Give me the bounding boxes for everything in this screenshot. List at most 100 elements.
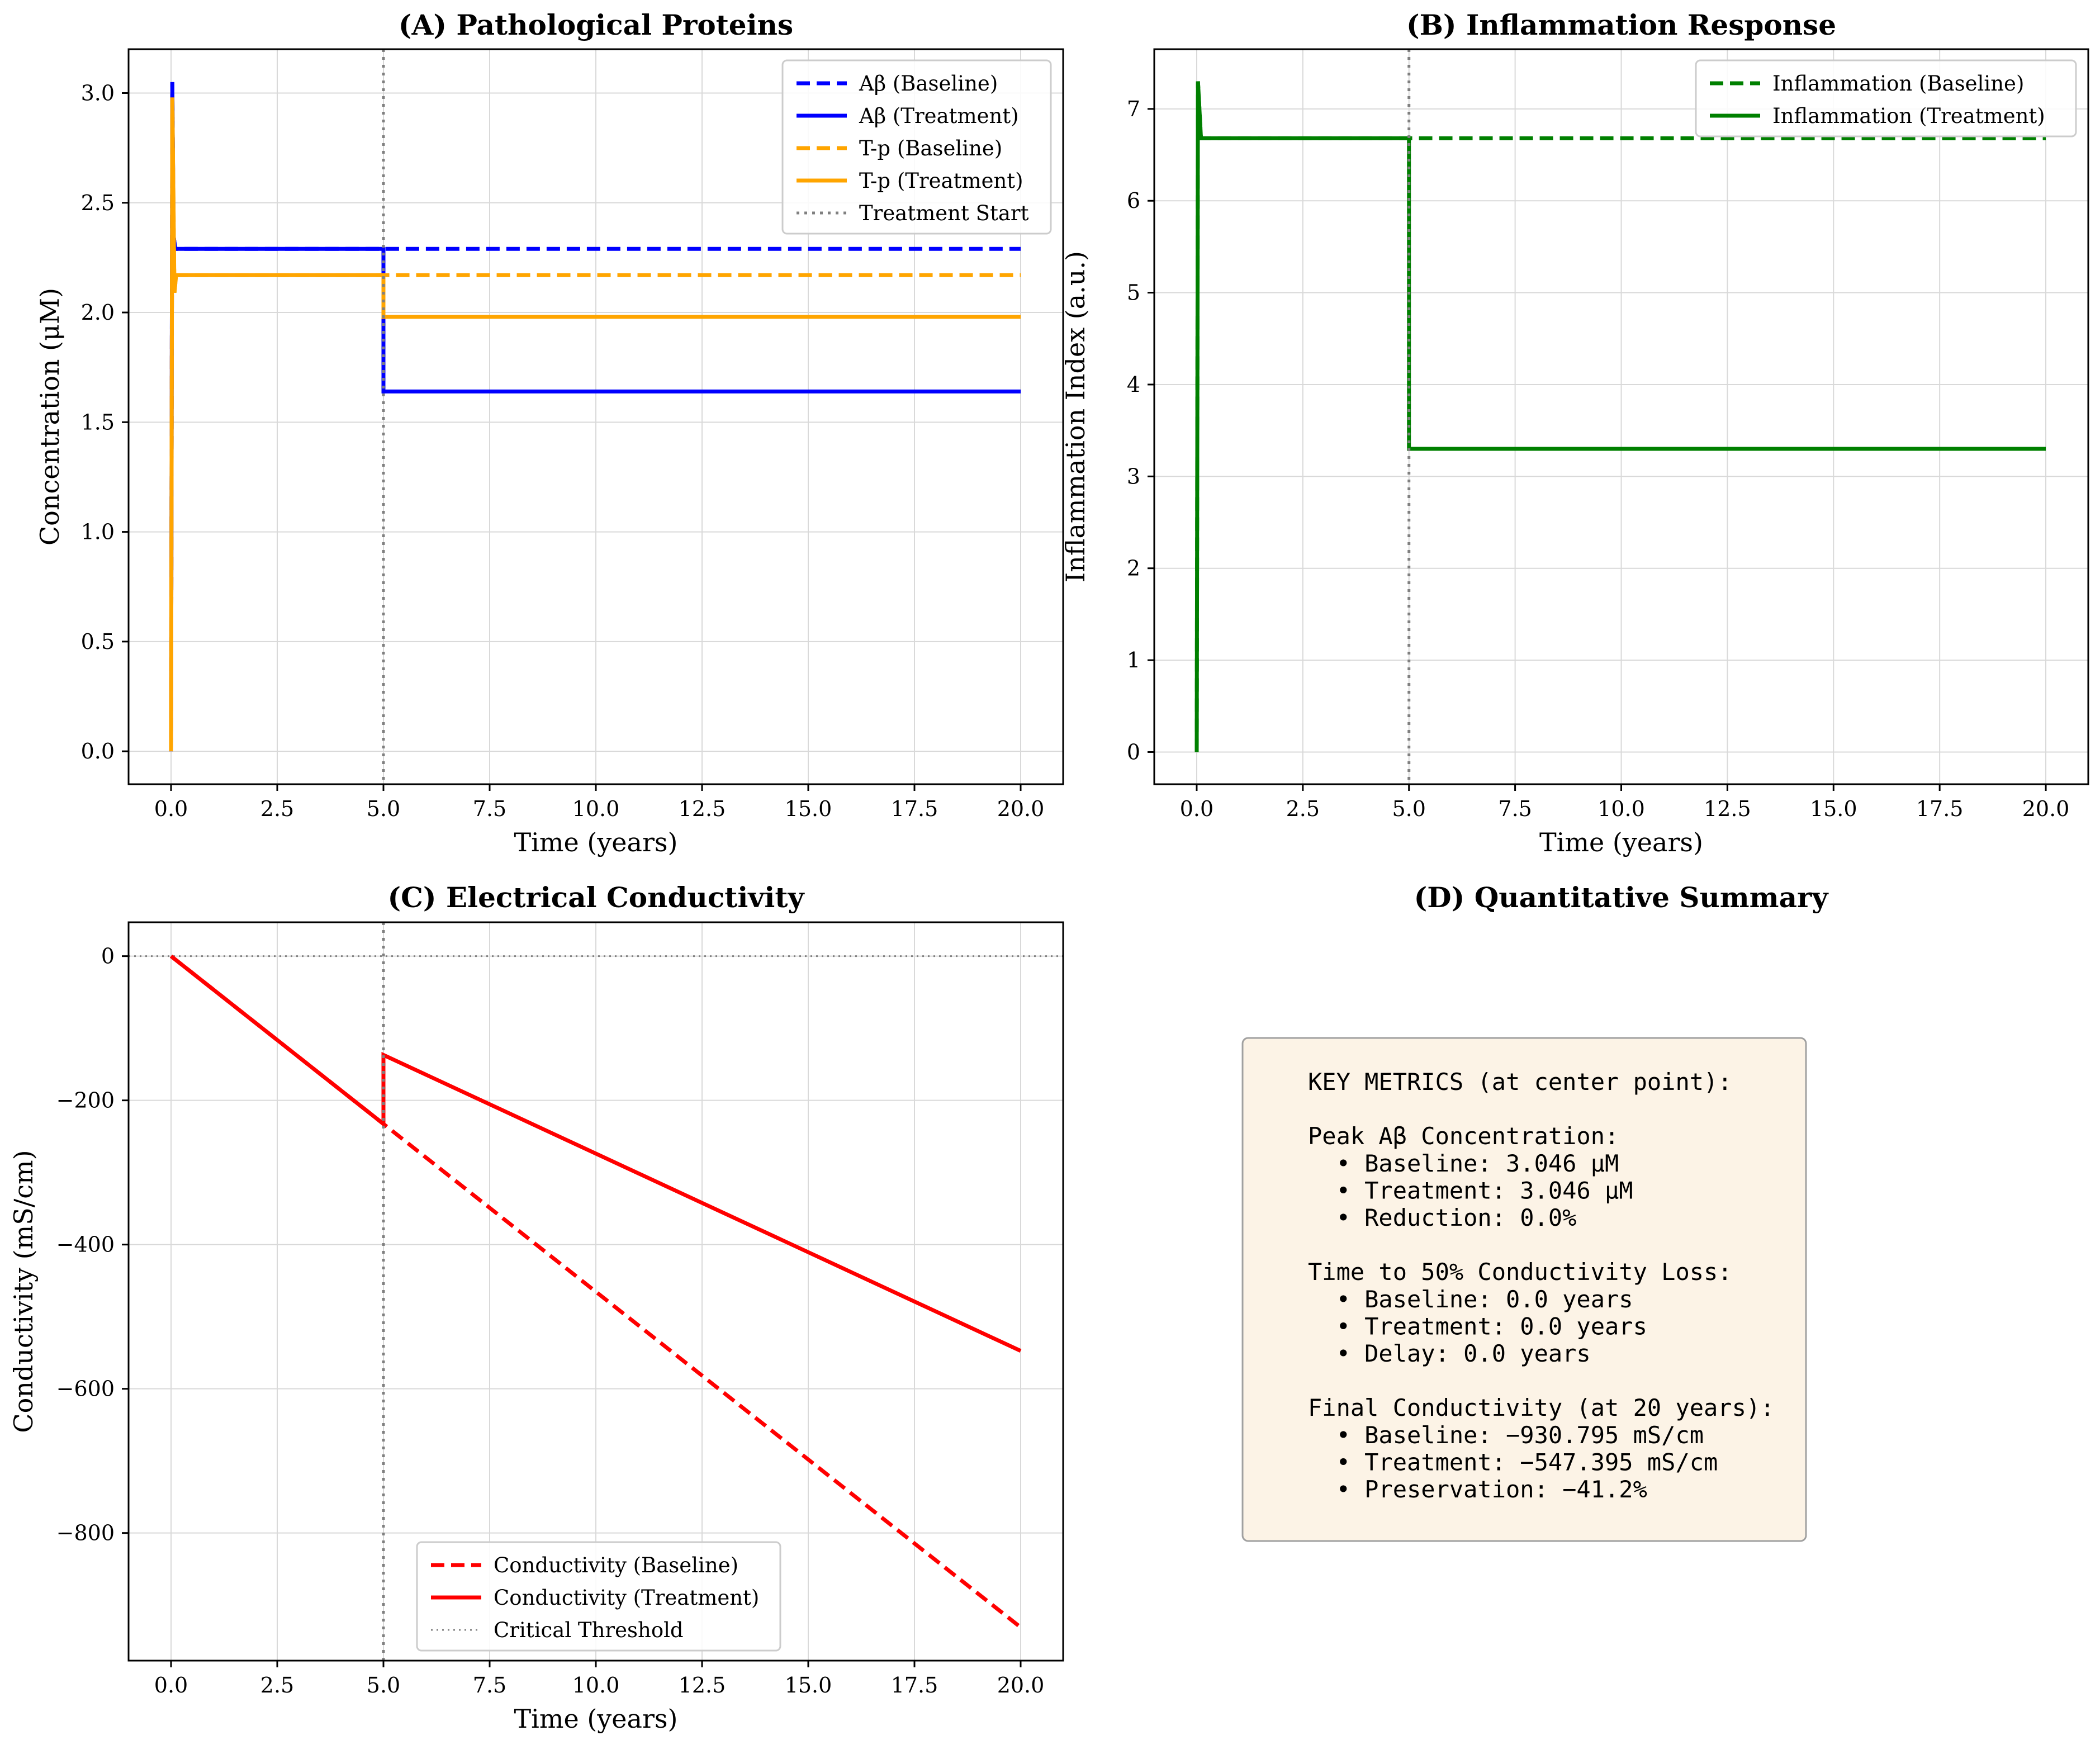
- summary-line: • Baseline: −930.795 mS/cm: [1308, 1421, 1704, 1449]
- legend-label: Aβ (Baseline): [859, 72, 998, 96]
- grid: [129, 922, 1063, 1661]
- x-axis-label: Time (years): [1539, 827, 1703, 857]
- x-tick-label: 7.5: [473, 796, 506, 821]
- panel-b-inflammation-response: (B) Inflammation Response 0.0 2.5 5.0 7.5 10.…: [1060, 8, 2089, 857]
- y-tick-label: 0.0: [81, 739, 115, 764]
- legend-label: Inflammation (Baseline): [1772, 72, 2024, 96]
- y-tick-label: 2: [1127, 556, 1140, 581]
- y-tick-label: 0: [1127, 739, 1140, 764]
- y-tick-label: 1: [1127, 648, 1140, 672]
- x-tick-label: 15.0: [785, 796, 832, 821]
- x-tick-label: 5.0: [1392, 796, 1426, 821]
- panel-d-quantitative-summary: (D) Quantitative Summary KEY METRICS (at…: [1241, 881, 1829, 1542]
- legend-label: T-p (Treatment): [859, 169, 1023, 193]
- chart-title: (C) Electrical Conductivity: [387, 881, 805, 914]
- x-tick-label: 5.0: [367, 796, 400, 821]
- y-tick-label: 1.0: [81, 520, 115, 544]
- grid: [1154, 49, 2088, 784]
- y-tick-label: −800: [56, 1521, 115, 1545]
- summary-lines: KEY METRICS (at center point): Peak Aβ Co…: [1308, 1068, 1774, 1503]
- summary-line: • Preservation: −41.2%: [1308, 1476, 1647, 1503]
- legend-box: [781, 59, 1052, 235]
- panel-a-pathological-proteins: (A) Pathological Proteins 0.0 2.5 5.0 7.5 10.…: [35, 8, 1064, 857]
- chart-title: (B) Inflammation Response: [1406, 8, 1836, 41]
- y-tick-label: −600: [56, 1377, 115, 1401]
- legend: Aβ (Baseline) Aβ (Treatment) T-p (Baseline…: [781, 59, 1052, 235]
- legend-box: [1695, 59, 2077, 138]
- x-tick-label: 12.5: [679, 796, 726, 821]
- x-tick-label: 12.5: [1704, 796, 1751, 821]
- y-tick-label: 2.5: [81, 191, 115, 215]
- plot-area: [129, 922, 1063, 1661]
- legend-label: Aβ (Treatment): [859, 104, 1019, 128]
- summary-line: • Reduction: 0.0%: [1308, 1204, 1576, 1231]
- summary-line: • Delay: 0.0 years: [1308, 1340, 1591, 1367]
- x-tick-label: 0.0: [1180, 796, 1213, 821]
- summary-line: Peak Aβ Concentration:: [1308, 1122, 1619, 1150]
- summary-box: [1241, 1037, 1807, 1542]
- x-tick-label: 20.0: [2022, 796, 2070, 821]
- chart-title: (A) Pathological Proteins: [399, 8, 793, 41]
- x-tick-label: 15.0: [1810, 796, 1857, 821]
- x-axis-label: Time (years): [514, 827, 678, 857]
- legend: Inflammation (Baseline) Inflammation (Tre…: [1695, 59, 2077, 138]
- x-tick-label: 0.0: [154, 1673, 188, 1698]
- x-tick-label: 17.5: [891, 796, 938, 821]
- x-tick-label: 12.5: [679, 1673, 726, 1698]
- summary-line: • Treatment: 0.0 years: [1308, 1312, 1647, 1340]
- y-tick-label: 6: [1127, 188, 1140, 213]
- y-tick-label: 0.5: [81, 629, 115, 654]
- summary-line: Time to 50% Conductivity Loss:: [1308, 1258, 1732, 1286]
- x-tick-label: 2.5: [1286, 796, 1320, 821]
- summary-line: • Treatment: −547.395 mS/cm: [1308, 1448, 1718, 1476]
- y-axis-label: Concentration (μM): [35, 288, 65, 546]
- x-axis-label: Time (years): [514, 1704, 678, 1734]
- y-axis-label: Inflammation Index (a.u.): [1060, 251, 1091, 582]
- legend-label: Conductivity (Treatment): [494, 1586, 759, 1610]
- y-tick-label: 0: [101, 944, 115, 969]
- x-tick-label: 10.0: [1597, 796, 1645, 821]
- x-tick-label: 5.0: [367, 1673, 400, 1698]
- legend-label: Critical Threshold: [494, 1618, 684, 1642]
- y-tick-label: 4: [1127, 372, 1140, 397]
- x-tick-label: 7.5: [473, 1673, 506, 1698]
- summary-line: • Baseline: 3.046 μM: [1308, 1150, 1619, 1177]
- summary-line: • Baseline: 0.0 years: [1308, 1286, 1633, 1313]
- summary-line: KEY METRICS (at center point):: [1308, 1068, 1732, 1096]
- x-tick-label: 2.5: [260, 1673, 294, 1698]
- x-tick-label: 17.5: [891, 1673, 938, 1698]
- y-tick-label: −400: [56, 1232, 115, 1257]
- y-tick-label: 7: [1127, 97, 1140, 121]
- x-tick-label: 2.5: [260, 796, 294, 821]
- x-tick-label: 20.0: [997, 1673, 1045, 1698]
- legend-label: Treatment Start: [859, 201, 1029, 225]
- x-tick-label: 20.0: [997, 796, 1045, 821]
- legend: Conductivity (Baseline) Conductivity (Tre…: [416, 1541, 781, 1652]
- legend-label: Conductivity (Baseline): [494, 1553, 738, 1577]
- x-tick-label: 10.0: [572, 1673, 620, 1698]
- x-tick-label: 17.5: [1916, 796, 1964, 821]
- plot-area: [169, 49, 1021, 784]
- x-tick-label: 10.0: [572, 796, 620, 821]
- y-tick-label: 5: [1127, 281, 1140, 305]
- summary-title: (D) Quantitative Summary: [1414, 881, 1829, 914]
- legend-label: Inflammation (Treatment): [1772, 104, 2045, 128]
- y-tick-label: 2.0: [81, 300, 115, 325]
- grid: [129, 49, 1063, 784]
- y-tick-label: 1.5: [81, 410, 115, 434]
- legend-box: [416, 1541, 781, 1652]
- x-tick-label: 0.0: [154, 796, 188, 821]
- summary-line: Final Conductivity (at 20 years):: [1308, 1394, 1774, 1421]
- summary-line: • Treatment: 3.046 μM: [1308, 1177, 1633, 1204]
- plot-area: [1194, 49, 2046, 784]
- x-tick-label: 7.5: [1498, 796, 1532, 821]
- y-tick-label: 3.0: [81, 81, 115, 106]
- panel-c-electrical-conductivity: (C) Electrical Conductivity 0.0 2.5 5.0 7.5 1…: [8, 881, 1064, 1734]
- y-axis-label: Conductivity (mS/cm): [8, 1150, 39, 1433]
- legend-label: T-p (Baseline): [859, 136, 1002, 160]
- y-tick-label: −200: [56, 1088, 115, 1113]
- y-tick-label: 3: [1127, 464, 1140, 489]
- x-tick-label: 15.0: [785, 1673, 832, 1698]
- series-line: [169, 954, 1022, 1353]
